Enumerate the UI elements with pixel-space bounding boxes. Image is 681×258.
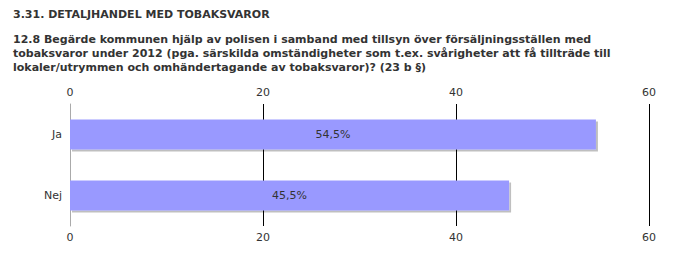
svg-text:54,5%: 54,5% (315, 128, 350, 141)
svg-text:40: 40 (449, 86, 463, 99)
svg-text:45,5%: 45,5% (272, 189, 307, 202)
svg-text:lokaler/utrymmen och omhändert: lokaler/utrymmen och omhändertagande av … (13, 61, 426, 74)
svg-text:20: 20 (256, 231, 270, 244)
svg-text:3.31. DETALJHANDEL MED TOBAKSV: 3.31. DETALJHANDEL MED TOBAKSVAROR (13, 8, 270, 21)
svg-text:Nej: Nej (44, 189, 62, 202)
svg-text:20: 20 (256, 86, 270, 99)
svg-text:Ja: Ja (51, 128, 62, 141)
svg-text:60: 60 (642, 231, 656, 244)
svg-text:40: 40 (449, 231, 463, 244)
svg-text:0: 0 (67, 231, 74, 244)
svg-text:60: 60 (642, 86, 656, 99)
svg-text:12.8 Begärde kommunen hjälp av: 12.8 Begärde kommunen hjälp av polisen i… (13, 33, 595, 46)
svg-text:tobaksvaror under 2012 (pga. s: tobaksvaror under 2012 (pga. särskilda o… (13, 47, 614, 60)
svg-text:0: 0 (67, 86, 74, 99)
